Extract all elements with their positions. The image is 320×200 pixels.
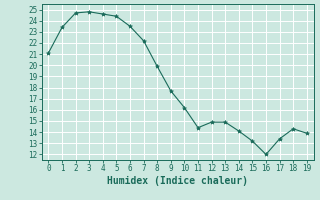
X-axis label: Humidex (Indice chaleur): Humidex (Indice chaleur) [107,176,248,186]
